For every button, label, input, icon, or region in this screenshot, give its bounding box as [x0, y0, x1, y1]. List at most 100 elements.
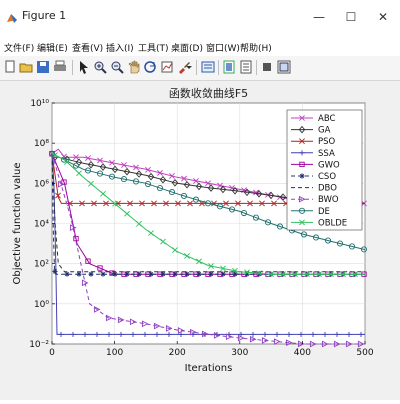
- close-button[interactable]: ✕: [377, 10, 389, 24]
- series-marker-gwo: [97, 265, 103, 271]
- brush-dropdown-icon[interactable]: [186, 60, 192, 74]
- series-marker-bwo: [273, 338, 281, 345]
- series-marker-oblde: [184, 253, 190, 259]
- link-icon[interactable]: [201, 60, 215, 74]
- legend-icon[interactable]: [239, 60, 253, 74]
- menu-tools[interactable]: 工具(T): [138, 44, 169, 54]
- menu-insert[interactable]: 插入(I): [106, 44, 134, 54]
- series-marker-oblde: [304, 271, 310, 278]
- series-marker-pso: [163, 200, 169, 207]
- series-marker-ga: [267, 191, 275, 200]
- series-marker-pso: [55, 192, 61, 199]
- series-marker-de: [240, 209, 248, 217]
- series-marker-ga: [255, 190, 263, 198]
- series-marker-cso: [220, 271, 226, 277]
- legend-item-de: DE: [291, 207, 330, 217]
- series-marker-bwo: [165, 325, 173, 332]
- series-marker-oblde: [328, 271, 334, 278]
- series-marker-cso: [184, 271, 190, 277]
- pointer-icon[interactable]: [77, 60, 91, 74]
- colorbar-icon[interactable]: [222, 60, 236, 74]
- series-marker-oblde: [340, 271, 346, 278]
- series-marker-abc: [181, 175, 187, 182]
- series-marker-abc: [253, 189, 259, 196]
- open-icon[interactable]: [19, 60, 33, 74]
- menu-file[interactable]: 文件(F): [4, 44, 35, 54]
- series-marker-oblde: [100, 190, 106, 197]
- series-marker-bwo: [345, 340, 353, 348]
- series-marker-bwo: [69, 224, 77, 231]
- series-marker-ssa: [346, 331, 352, 338]
- data-cursor-icon[interactable]: [160, 60, 174, 74]
- new-figure-icon[interactable]: [3, 60, 17, 74]
- series-marker-oblde: [352, 271, 358, 278]
- menu-window[interactable]: 窗口(W): [206, 44, 240, 54]
- series-marker-ssa: [82, 331, 88, 338]
- toolbar-separator: [196, 60, 197, 75]
- toolbar-separator: [218, 60, 219, 75]
- series-marker-oblde: [160, 238, 166, 245]
- series-marker-de: [144, 180, 152, 188]
- series-marker-bwo: [261, 337, 269, 344]
- series-marker-oblde: [220, 265, 226, 272]
- series-marker-ssa: [322, 331, 328, 338]
- legend-item-pso: PSO: [291, 137, 336, 147]
- series-marker-abc: [145, 166, 151, 173]
- brush-icon[interactable]: [177, 60, 191, 74]
- series-marker-ssa: [118, 331, 124, 338]
- toolbar-separator: [72, 60, 73, 75]
- maximize-button[interactable]: ☐: [345, 10, 357, 24]
- menu-help[interactable]: 帮助(H): [240, 44, 272, 54]
- series-marker-de: [120, 176, 128, 183]
- series-marker-oblde: [76, 170, 82, 177]
- series-marker-cso: [76, 271, 82, 277]
- series-marker-de: [264, 219, 272, 226]
- pan-icon[interactable]: [127, 60, 141, 74]
- series-marker-ssa: [238, 331, 244, 338]
- series-marker-bwo: [249, 335, 257, 343]
- series-marker-oblde: [172, 247, 178, 253]
- series-marker-pso: [259, 200, 265, 207]
- menu-desktop[interactable]: 桌面(D): [171, 44, 203, 54]
- series-marker-bwo: [333, 340, 341, 348]
- x-tick-label: 500: [356, 348, 373, 358]
- zoom-out-icon[interactable]: [110, 60, 124, 74]
- y-tick-label: 10¹⁰: [30, 99, 49, 109]
- series-line-pso: [51, 153, 365, 204]
- menu-edit[interactable]: 编辑(E): [37, 44, 68, 54]
- legend-label: CSO: [318, 172, 336, 182]
- series-marker-abc: [109, 159, 115, 166]
- series-marker-bwo: [117, 316, 125, 324]
- series-marker-oblde: [124, 210, 130, 217]
- menu-view[interactable]: 查看(V): [72, 44, 104, 54]
- series-marker-bwo: [189, 328, 197, 336]
- series-marker-de: [324, 237, 332, 244]
- series-marker-bwo: [225, 333, 233, 341]
- series-marker-ssa: [298, 331, 304, 338]
- series-marker-de: [192, 196, 200, 203]
- legend-label: DE: [318, 207, 330, 217]
- series-marker-pso: [175, 200, 181, 207]
- series-marker-abc: [169, 173, 175, 179]
- rotate-icon[interactable]: [143, 60, 157, 74]
- save-icon[interactable]: [36, 60, 50, 74]
- chart-title: 函数收敛曲线F5: [169, 86, 248, 100]
- print-icon[interactable]: [53, 60, 67, 74]
- series-marker-bwo: [297, 340, 305, 348]
- hide-plot-tools-icon[interactable]: [260, 60, 274, 74]
- series-line-de: [51, 153, 366, 251]
- legend-item-ssa: SSA: [291, 149, 335, 159]
- series-marker-ssa: [286, 331, 292, 338]
- series-marker-ssa: [178, 331, 184, 338]
- series-marker-de: [216, 203, 224, 210]
- minimize-button[interactable]: —: [313, 10, 325, 24]
- show-plot-tools-icon[interactable]: [277, 60, 291, 74]
- convergence-chart[interactable]: 0 100 200 300 400 50010⁻²10⁰10²10⁴10⁶10⁸10¹⁰ …: [0, 81, 400, 400]
- legend-label: ABC: [318, 114, 335, 124]
- zoom-in-icon[interactable]: [93, 60, 107, 74]
- series-marker-cso: [100, 271, 106, 277]
- series-marker-oblde: [136, 220, 142, 227]
- series-marker-oblde: [196, 258, 202, 265]
- series-marker-ssa: [334, 331, 340, 338]
